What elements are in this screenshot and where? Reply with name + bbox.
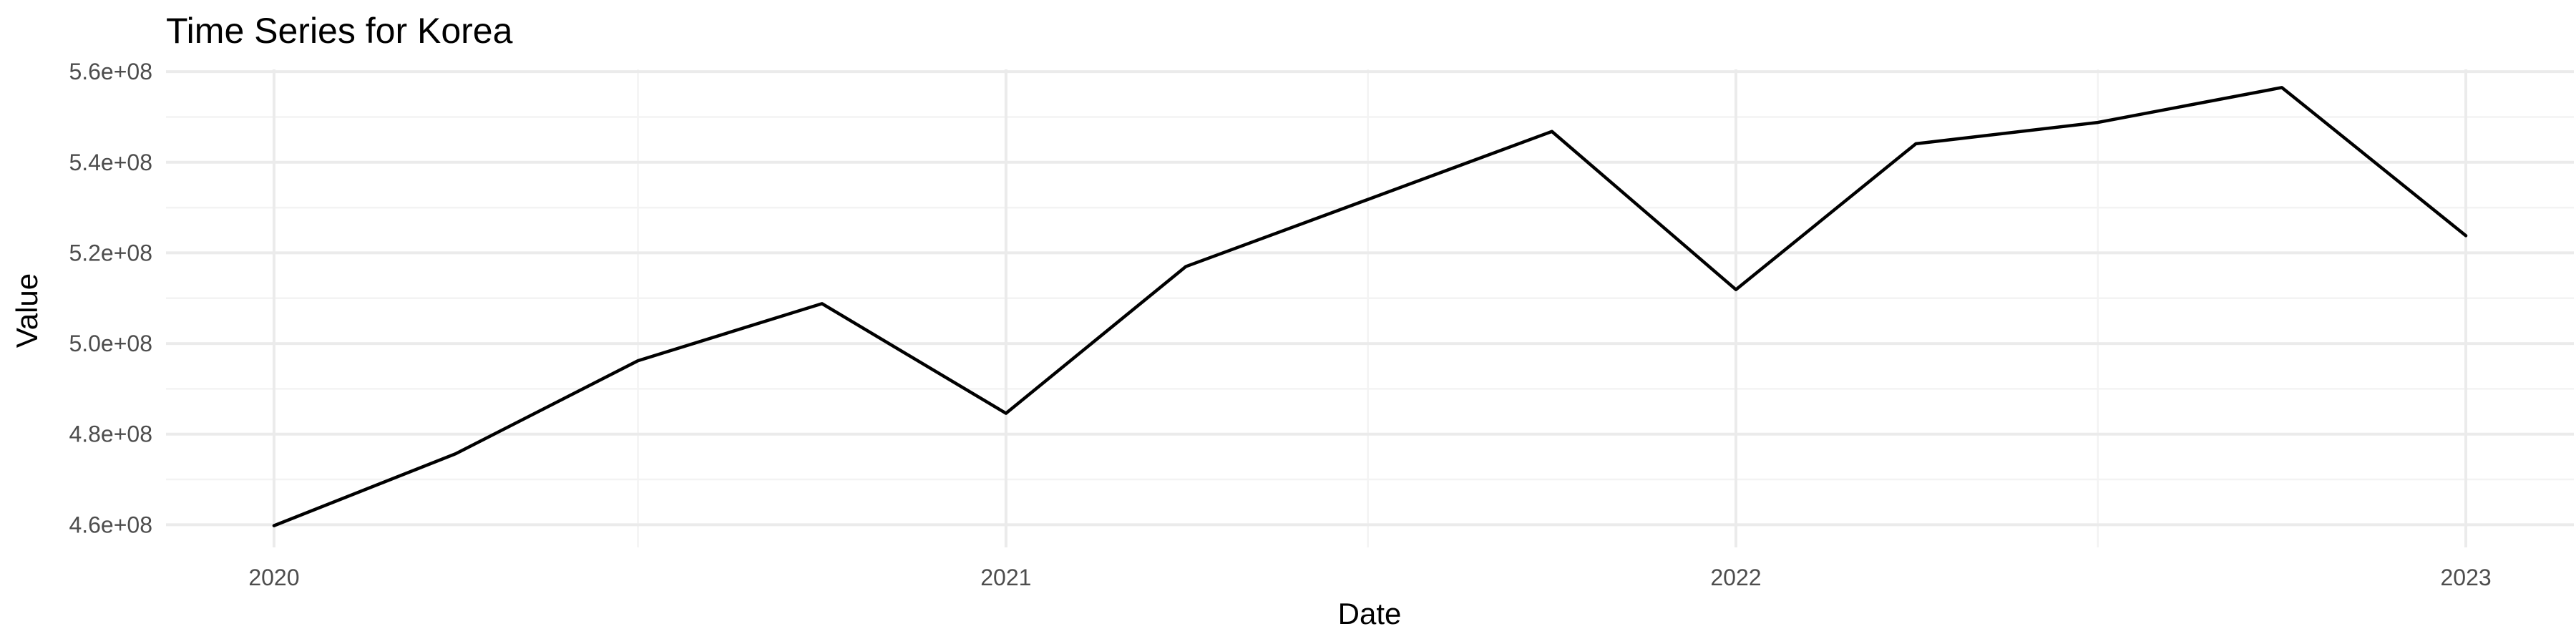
x-tick-label: 2022: [1710, 565, 1761, 590]
y-tick-label: 4.6e+08: [69, 512, 152, 537]
y-tick-label: 5.6e+08: [69, 59, 152, 84]
series-line-1: [272, 86, 2468, 527]
x-tick-label: 2021: [980, 565, 1031, 590]
grid-layer: [166, 69, 2574, 547]
y-tick-label: 5.2e+08: [69, 240, 152, 265]
y-tick-label: 5.4e+08: [69, 150, 152, 175]
x-tick-label: 2020: [248, 565, 299, 590]
x-axis-title: Date: [1338, 597, 1402, 630]
y-axis-title: Value: [10, 273, 44, 348]
y-tick-label: 4.8e+08: [69, 421, 152, 447]
chart-title: Time Series for Korea: [166, 11, 513, 51]
x-tick-label: 2023: [2440, 565, 2491, 590]
tick-label-layer: 4.6e+08 4.8e+08 5.0e+08 5.2e+08 5.4e+08 5.6e+…: [69, 59, 2491, 590]
series-layer: [272, 86, 2468, 527]
y-tick-label: 5.0e+08: [69, 331, 152, 356]
